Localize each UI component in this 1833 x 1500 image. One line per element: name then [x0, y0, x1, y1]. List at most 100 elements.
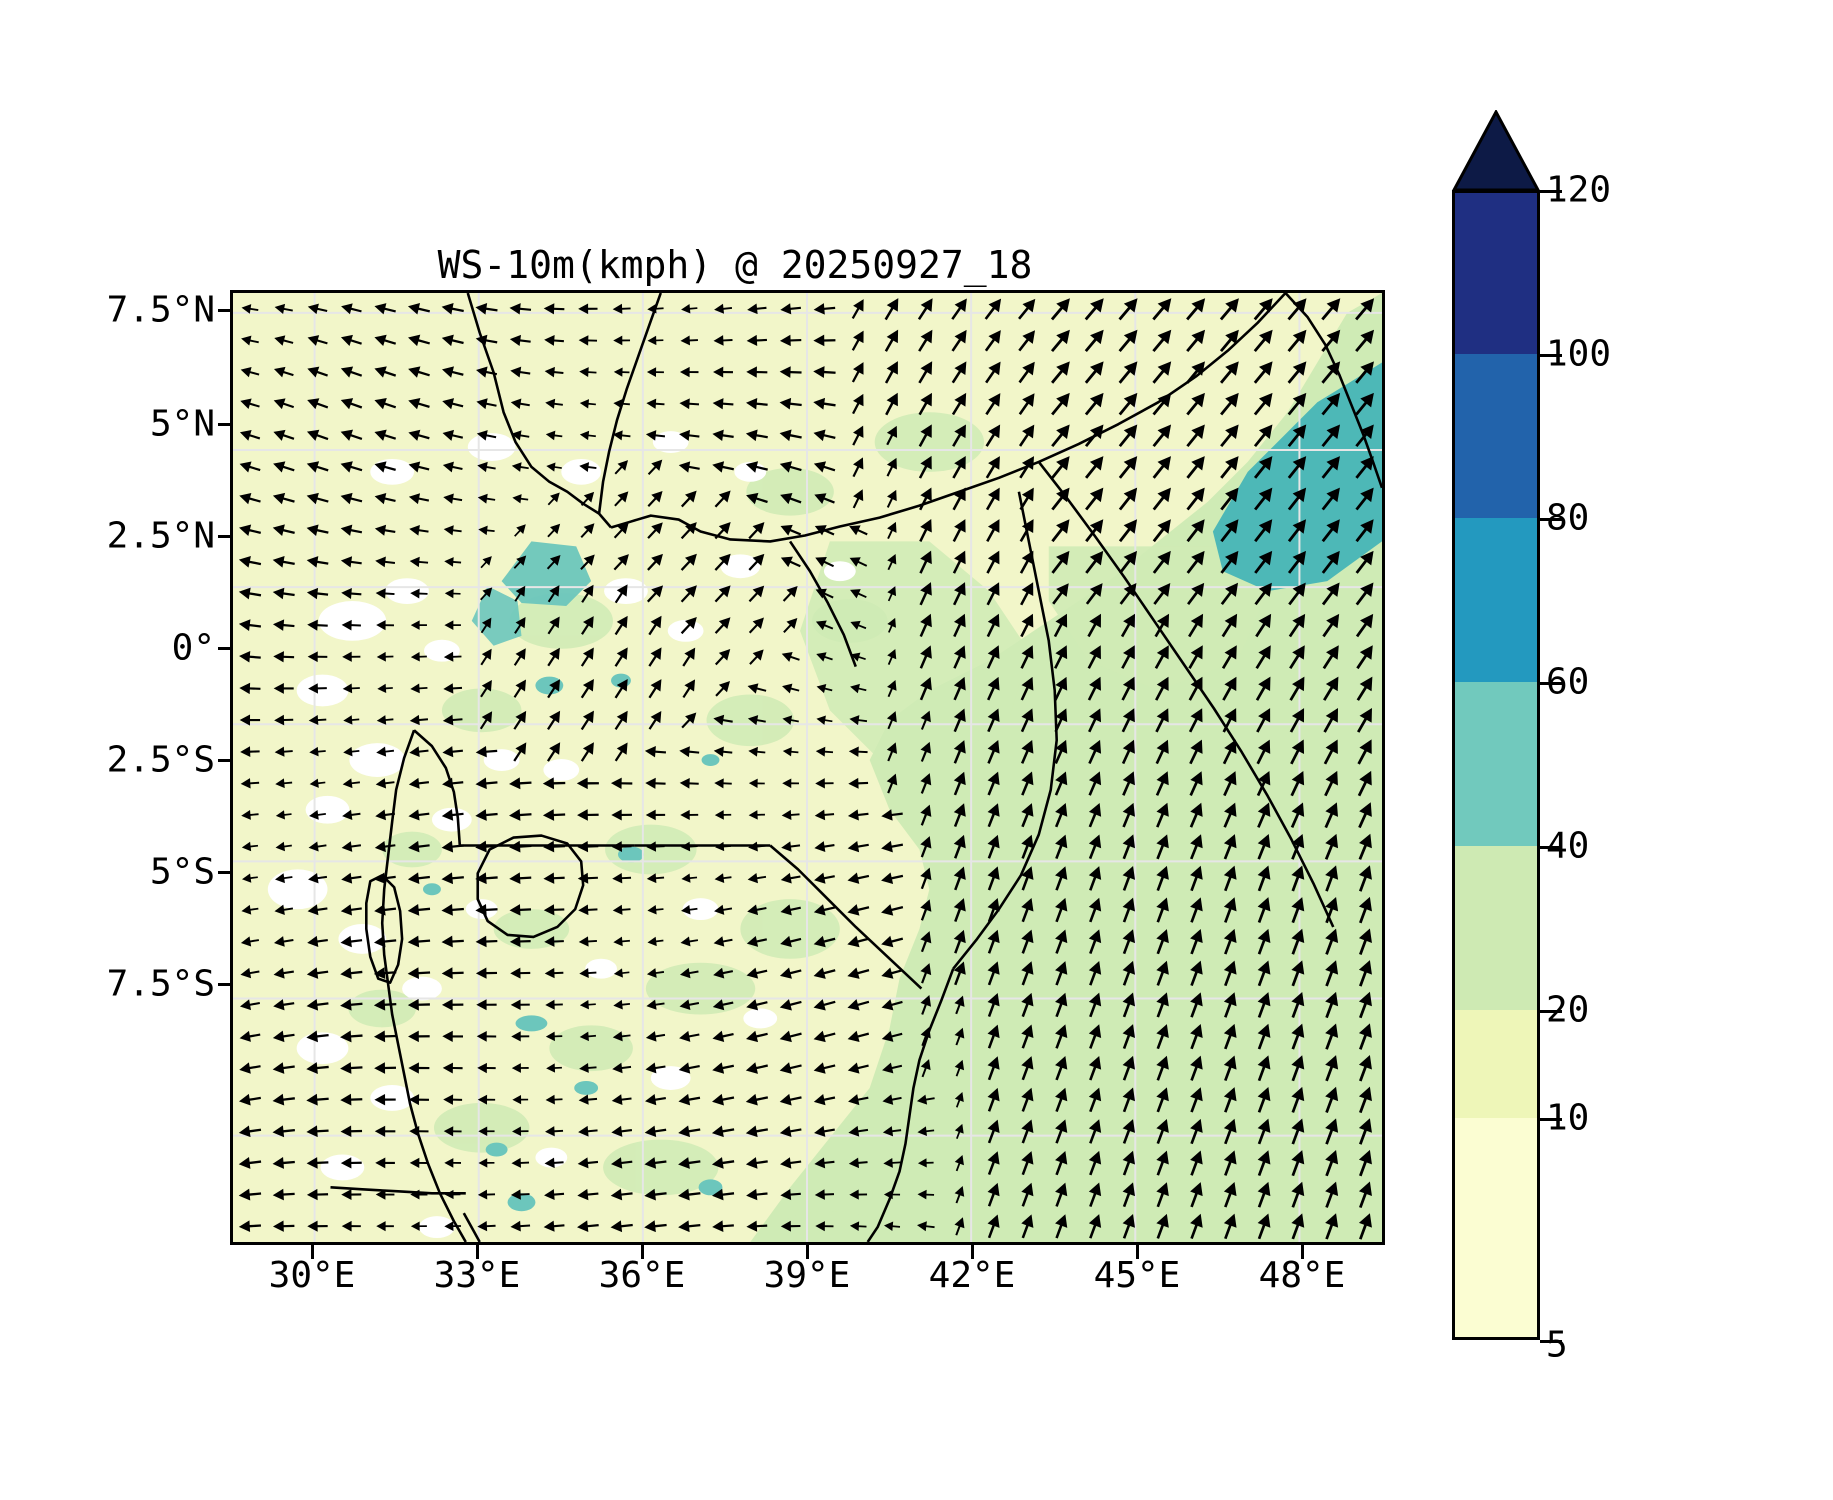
wind-arrow: [1088, 834, 1102, 860]
wind-arrow: [1291, 991, 1305, 1018]
wind-arrow: [543, 303, 565, 315]
wind-arrow: [475, 903, 498, 916]
wind-arrow: [1088, 992, 1102, 1018]
wind-arrow: [850, 683, 867, 694]
wind-arrow: [1289, 676, 1305, 701]
wind-arrow: [954, 1154, 964, 1172]
wind-arrow: [917, 298, 933, 321]
wind-arrow: [920, 867, 932, 890]
wind-arrow: [1219, 361, 1239, 384]
wind-arrow: [509, 303, 532, 315]
wind-arrow: [681, 712, 697, 729]
wind-arrow: [1358, 991, 1372, 1019]
wind-arrow: [273, 651, 295, 663]
wind-arrow: [748, 778, 765, 789]
wind-arrow: [241, 809, 259, 820]
wind-arrow: [1021, 961, 1034, 986]
wind-arrow: [1325, 1023, 1339, 1050]
wind-arrow: [920, 773, 932, 794]
wind-arrow: [1186, 424, 1205, 448]
wind-arrow: [1152, 456, 1172, 479]
wind-arrow: [646, 968, 665, 978]
wind-arrow: [987, 898, 1000, 923]
wind-arrow: [647, 304, 664, 314]
wind-arrow: [1290, 739, 1305, 765]
wind-arrow: [1257, 865, 1271, 892]
wind-arrow: [1055, 1214, 1068, 1239]
wind-arrow: [239, 429, 261, 441]
cbtick-label-40: 40: [1546, 825, 1590, 867]
wind-arrow: [1220, 424, 1239, 448]
wind-arrow: [882, 1126, 902, 1137]
wind-arrow: [1325, 1213, 1339, 1240]
wind-arrow: [547, 710, 561, 731]
wind-arrow: [881, 1030, 903, 1042]
wind-arrow: [882, 1062, 903, 1074]
wind-arrow: [884, 329, 899, 352]
wind-arrow: [848, 777, 869, 789]
wind-arrow: [511, 1063, 529, 1073]
wind-arrow: [612, 303, 631, 314]
wind-arrow: [341, 872, 362, 884]
wind-arrow: [1321, 392, 1341, 416]
wind-arrow: [1291, 1181, 1305, 1208]
wind-arrow: [275, 810, 292, 820]
wind-arrow: [1257, 897, 1271, 923]
wind-arrow: [614, 742, 628, 762]
wind-arrow: [1156, 1118, 1169, 1145]
wind-arrow: [475, 872, 498, 885]
wind-arrow: [1219, 329, 1239, 353]
wind-arrow: [1221, 613, 1238, 638]
wind-arrow: [780, 493, 802, 505]
wind-arrow: [306, 967, 329, 979]
wind-arrow: [679, 746, 700, 758]
wind-arrow: [577, 1157, 599, 1169]
wind-arrow: [272, 587, 295, 600]
wind-arrow: [274, 904, 294, 915]
wind-arrow: [1255, 613, 1272, 638]
wind-arrow: [272, 1220, 295, 1232]
wind-arrow: [1118, 298, 1138, 321]
wind-arrow: [1018, 298, 1036, 320]
wind-arrow: [1190, 897, 1203, 923]
wind-arrow: [1358, 833, 1372, 860]
wind-arrow: [680, 967, 699, 979]
wind-arrow: [849, 1221, 867, 1232]
wind-arrow: [1121, 708, 1135, 733]
wind-arrow: [815, 620, 834, 631]
wind-arrow: [1156, 960, 1169, 986]
colorbar[interactable]: [1452, 190, 1540, 1340]
map-plot-area: [230, 290, 1385, 1245]
wind-arrow: [1085, 583, 1103, 605]
wind-arrow: [881, 872, 904, 885]
wind-arrow: [443, 651, 462, 662]
wind-arrow: [813, 303, 836, 315]
wind-arrow: [375, 1189, 395, 1200]
wind-arrow: [714, 490, 731, 508]
wind-arrow: [1021, 1214, 1034, 1239]
wind-arrow: [1018, 361, 1035, 384]
wind-arrow: [1088, 897, 1102, 923]
wind-arrow: [1223, 1213, 1237, 1240]
wind-arrow: [851, 330, 864, 351]
colorbar-extend-arrow: [1452, 110, 1540, 192]
wind-arrow: [1021, 1119, 1034, 1144]
wind-arrow: [1257, 1181, 1271, 1208]
cbtick-mark-80: [1540, 518, 1562, 521]
wind-arrow: [443, 493, 463, 504]
wind-arrow: [241, 841, 259, 852]
wind-arrow: [1050, 329, 1070, 353]
wind-arrow: [678, 1188, 701, 1201]
wind-arrow: [713, 366, 733, 378]
wind-arrow: [954, 995, 965, 1015]
wind-arrow: [1055, 1024, 1068, 1049]
wind-arrow: [580, 679, 594, 699]
wind-arrow: [713, 936, 733, 947]
wind-arrow: [1085, 550, 1104, 574]
wind-arrow: [544, 936, 564, 947]
wind-arrow: [410, 683, 428, 694]
wind-arrow: [919, 550, 932, 574]
wind-arrow: [407, 967, 431, 980]
wind-arrow: [712, 1188, 735, 1201]
wind-arrow: [307, 303, 328, 315]
